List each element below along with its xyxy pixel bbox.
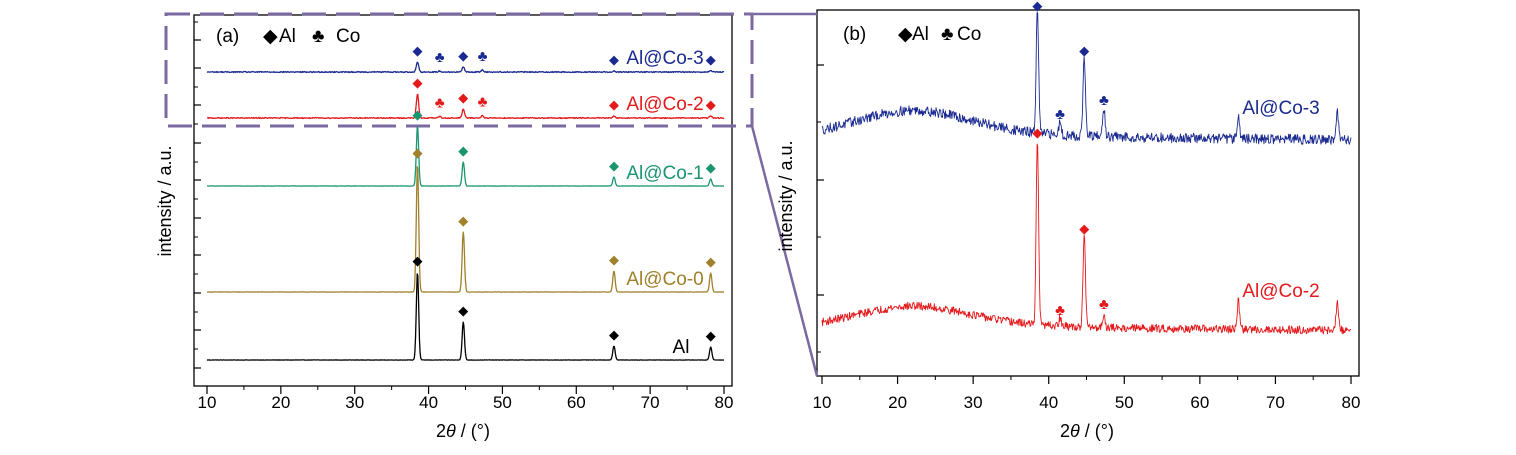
- x-tick-label-b-30: 30: [964, 393, 983, 412]
- peak-marker-a-al-co-3-co-19: ♣: [435, 49, 445, 66]
- series-label-a-al-co-3: Al@Co-3: [626, 48, 703, 69]
- series-label-a-al-co-0: Al@Co-0: [626, 269, 703, 290]
- x-tick-label-a-70: 70: [641, 393, 660, 412]
- legend-al-label-b: Al: [912, 24, 929, 45]
- panel-b-xlabel-suffix: / (°): [1080, 421, 1114, 441]
- peak-marker-a-al-co-1-al-11: ◆: [706, 160, 716, 175]
- panel-a-xlabel-prefix: 2: [436, 421, 446, 441]
- x-tick-label-b-20: 20: [888, 393, 907, 412]
- series-line-b-al-co-2: [822, 144, 1351, 334]
- panel-a: (a) ◆ Al ♣ Co intensity / a.u. 2θ / (°) …: [155, 22, 733, 441]
- legend-al-label-a: Al: [279, 26, 296, 47]
- series-label-b-al-co-3: Al@Co-3: [1242, 98, 1319, 119]
- panel-a-xlabel-theta: θ: [446, 421, 456, 441]
- x-tick-label-b-10: 10: [813, 393, 832, 412]
- peak-marker-a-al-co-3-co-21: ♣: [478, 48, 488, 65]
- peak-marker-a-al-co-1-al-8: ◆: [412, 107, 422, 122]
- x-tick-label-b-40: 40: [1039, 393, 1058, 412]
- x-tick-label-b-50: 50: [1115, 393, 1134, 412]
- panel-a-legend: ◆ Al ♣ Co: [263, 26, 360, 47]
- panel-b-label: (b): [843, 24, 866, 45]
- peak-marker-b-al-co-3-al-6: ◆: [1079, 43, 1089, 58]
- series-label-b-al-co-2: Al@Co-2: [1242, 281, 1319, 302]
- series-label-a-al-co-1: Al@Co-1: [626, 163, 703, 184]
- peak-marker-a-al-co-0-al-6: ◆: [609, 252, 619, 267]
- x-tick-label-a-50: 50: [493, 393, 512, 412]
- legend-co-label-b: Co: [957, 24, 981, 45]
- x-tick-label-b-80: 80: [1342, 393, 1361, 412]
- panel-b: (b) ◆ Al ♣ Co intensity / a.u. 2θ / (°) …: [776, 0, 1360, 441]
- x-tick-label-a-30: 30: [345, 393, 364, 412]
- x-tick-label-a-80: 80: [715, 393, 734, 412]
- peak-marker-a-al-co-3-al-18: ◆: [412, 43, 422, 58]
- peak-marker-b-al-co-2-al-0: ◆: [1032, 125, 1042, 140]
- legend-co-label-a: Co: [336, 26, 360, 47]
- peak-marker-b-al-co-2-co-3: ♣: [1099, 296, 1109, 313]
- peak-marker-b-al-co-3-co-7: ♣: [1099, 92, 1109, 109]
- peak-marker-a-al-co-2-co-13: ♣: [435, 95, 445, 112]
- x-tick-label-a-40: 40: [419, 393, 438, 412]
- panel-a-xlabel: 2θ / (°): [436, 421, 490, 441]
- peak-marker-a-al-co-0-al-5: ◆: [458, 213, 468, 228]
- legend-al-symbol-a: ◆: [263, 26, 278, 47]
- panel-b-xlabel-prefix: 2: [1060, 421, 1070, 441]
- x-tick-label-b-60: 60: [1190, 393, 1209, 412]
- series-label-a-al-co-2: Al@Co-2: [626, 94, 703, 115]
- peak-marker-a-al-co-0-al-4: ◆: [412, 145, 422, 160]
- panel-a-ylabel: intensity / a.u.: [155, 145, 175, 256]
- peak-marker-a-al-co-3-al-20: ◆: [458, 48, 468, 63]
- legend-co-symbol-b: ♣: [941, 24, 953, 45]
- series-label-a-al: Al: [673, 337, 690, 358]
- panel-b-frame: [817, 10, 1359, 376]
- peak-marker-a-al-al-2: ◆: [609, 327, 619, 342]
- panel-b-legend: ◆ Al ♣ Co: [898, 24, 981, 45]
- x-tick-label-a-10: 10: [198, 393, 217, 412]
- peak-marker-a-al-al-1: ◆: [458, 303, 468, 318]
- x-tick-label-a-60: 60: [567, 393, 586, 412]
- peak-marker-b-al-co-2-co-1: ♣: [1055, 302, 1065, 319]
- xrd-figure-svg: (a) ◆ Al ♣ Co intensity / a.u. 2θ / (°) …: [0, 0, 1516, 450]
- x-tick-label-b-70: 70: [1266, 393, 1285, 412]
- panel-b-ylabel: intensity / a.u.: [776, 140, 796, 251]
- peak-marker-a-al-al-3: ◆: [706, 328, 716, 343]
- peak-marker-a-al-co-0-al-7: ◆: [706, 254, 716, 269]
- legend-al-symbol-b: ◆: [898, 24, 913, 45]
- legend-co-symbol-a: ♣: [312, 26, 324, 47]
- xrd-figure: (a) ◆ Al ♣ Co intensity / a.u. 2θ / (°) …: [0, 0, 1516, 450]
- peak-marker-a-al-co-1-al-10: ◆: [609, 158, 619, 173]
- peak-marker-a-al-co-2-al-16: ◆: [609, 97, 619, 112]
- peak-marker-a-al-co-3-al-22: ◆: [609, 52, 619, 67]
- peak-marker-a-al-co-2-co-15: ♣: [478, 94, 488, 111]
- peak-marker-b-al-co-2-al-2: ◆: [1079, 221, 1089, 236]
- peak-marker-a-al-co-2-al-17: ◆: [706, 97, 716, 112]
- panel-a-label: (a): [216, 26, 239, 47]
- peak-marker-b-al-co-3-al-4: ◆: [1032, 0, 1042, 13]
- peak-marker-a-al-co-3-al-23: ◆: [706, 52, 716, 67]
- peak-marker-a-al-co-2-al-12: ◆: [412, 75, 422, 90]
- peak-marker-a-al-co-2-al-14: ◆: [458, 90, 468, 105]
- peak-marker-b-al-co-3-co-5: ♣: [1055, 106, 1065, 123]
- panel-a-xlabel-suffix: / (°): [456, 421, 490, 441]
- panel-b-xlabel: 2θ / (°): [1060, 421, 1114, 441]
- peak-marker-a-al-al-0: ◆: [412, 253, 422, 268]
- x-tick-label-a-20: 20: [271, 393, 290, 412]
- peak-marker-a-al-co-1-al-9: ◆: [458, 143, 468, 158]
- panel-b-xlabel-theta: θ: [1070, 421, 1080, 441]
